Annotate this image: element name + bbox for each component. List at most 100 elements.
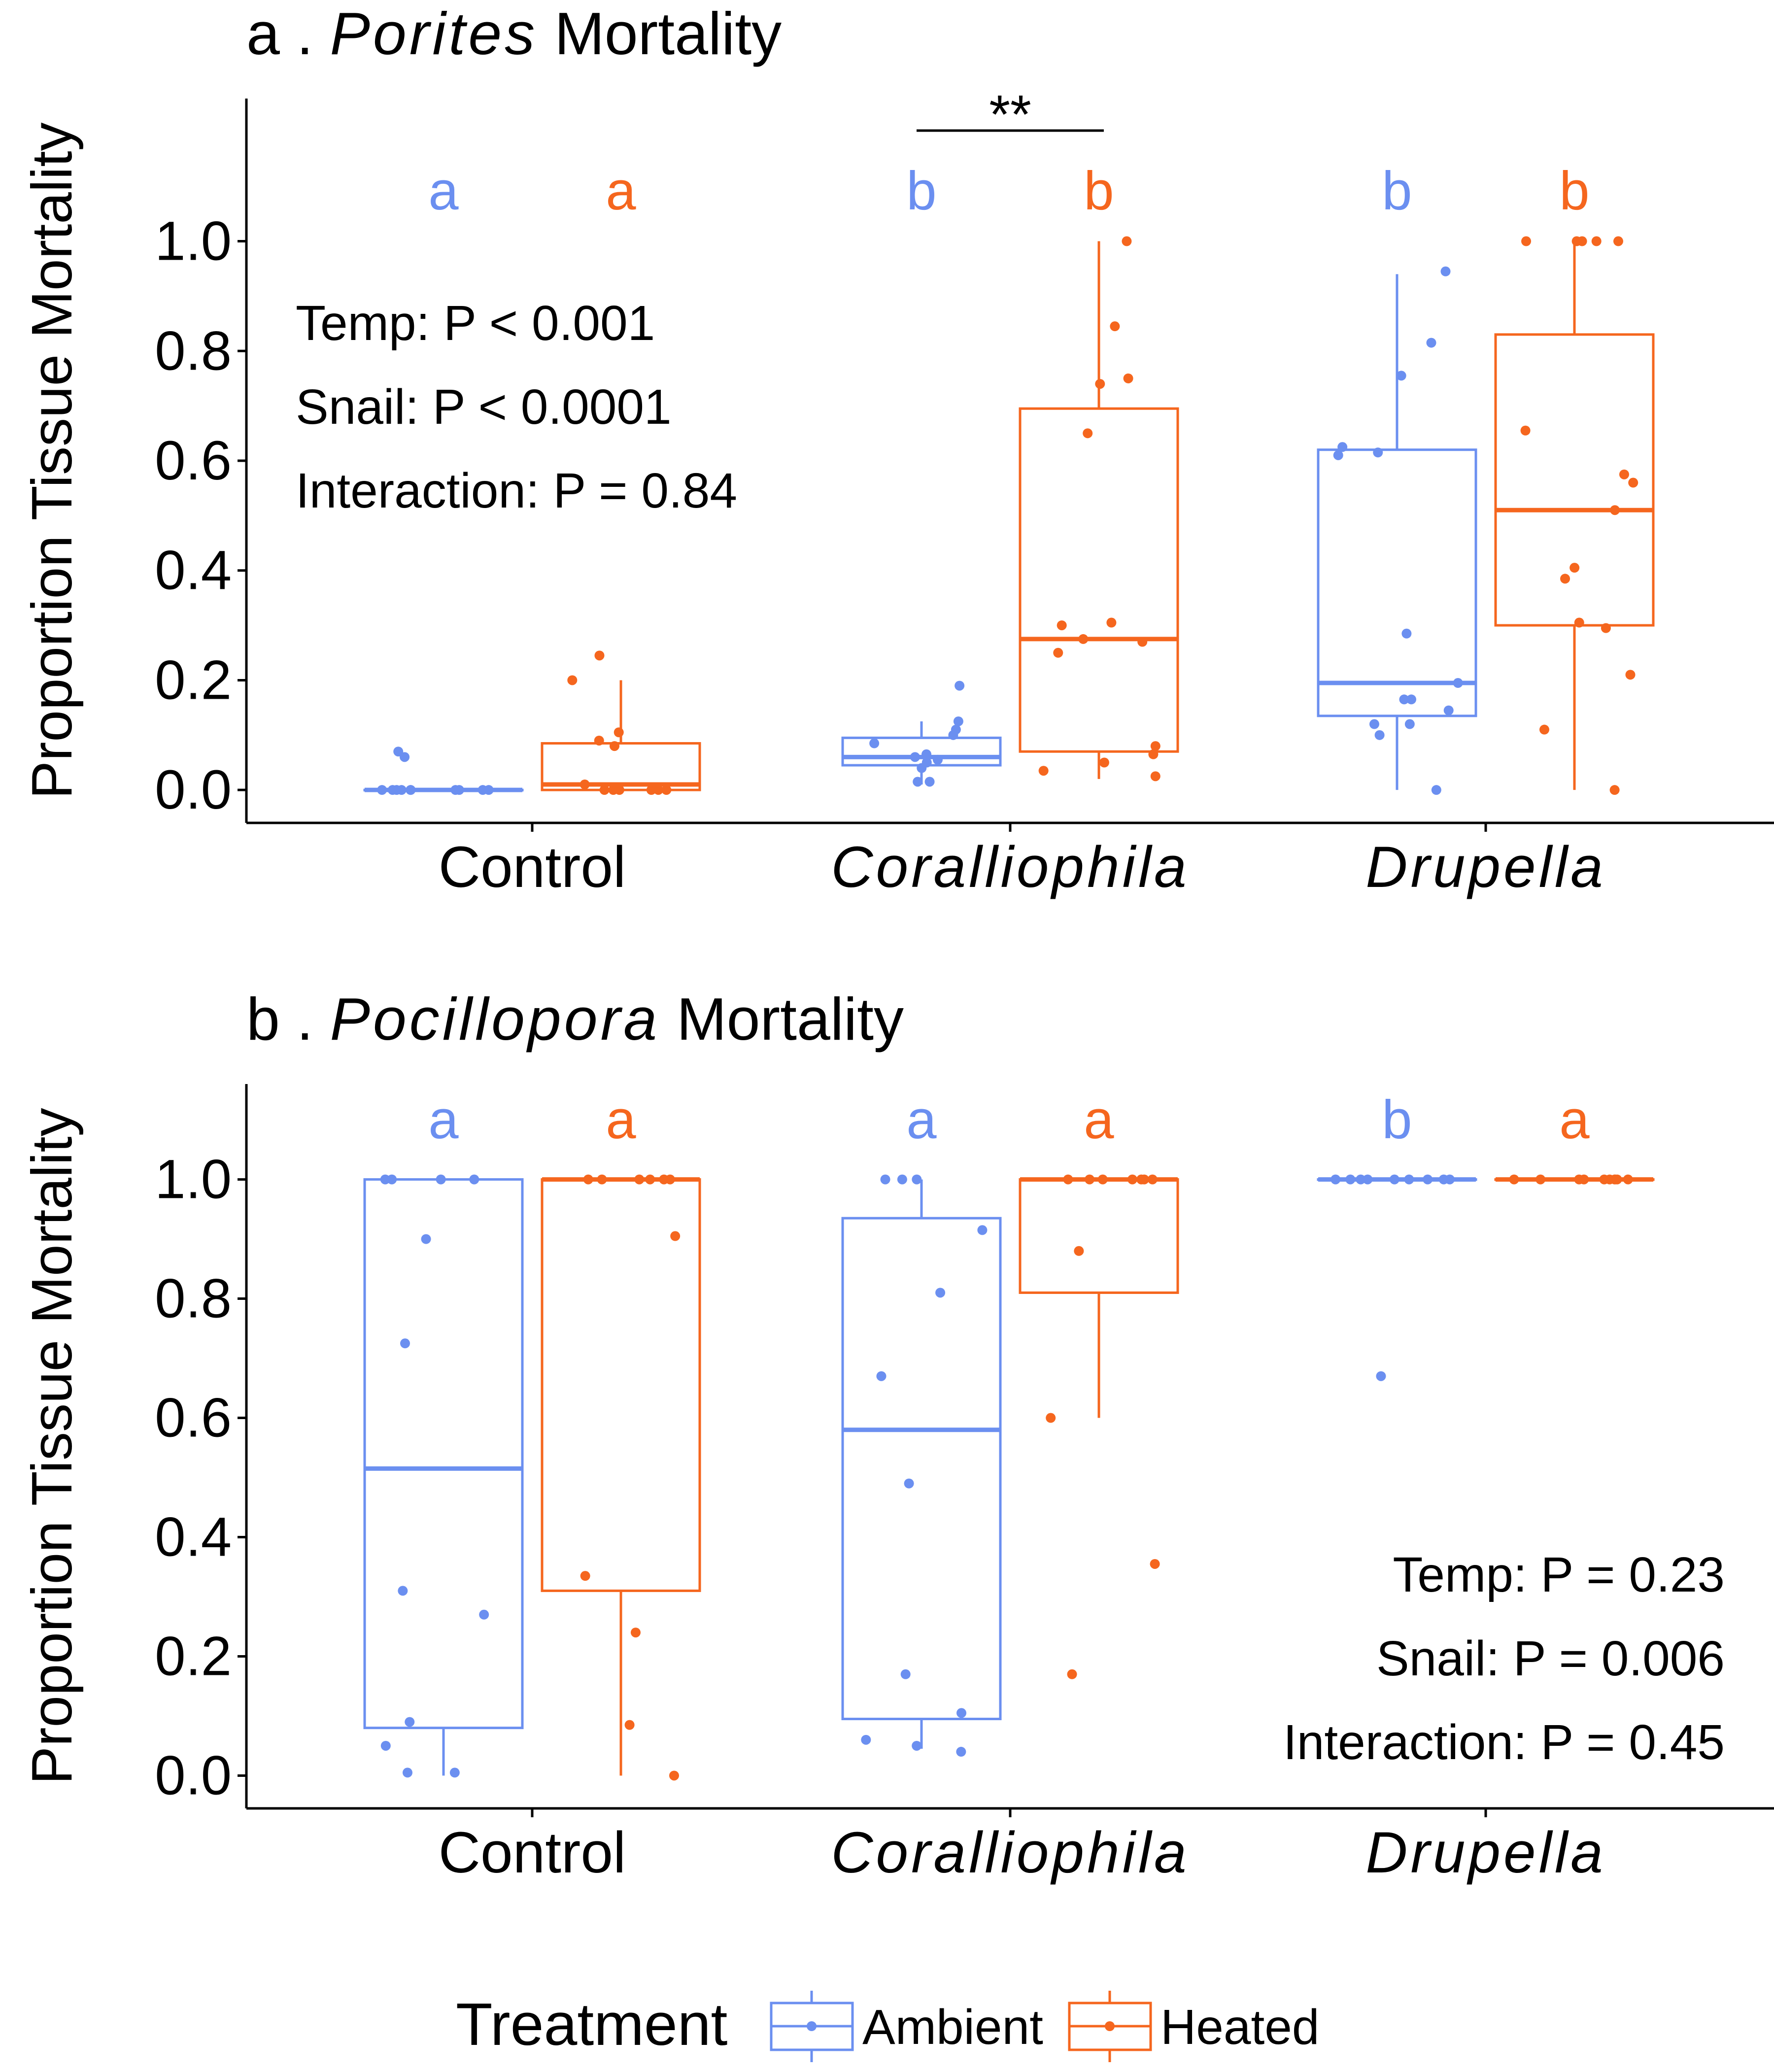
data-point [449,1767,460,1778]
data-point [1099,757,1109,768]
y-tick-label: 0.4 [155,1506,232,1568]
data-point [1625,670,1636,680]
data-point [594,735,604,746]
box-iqr [1019,407,1179,753]
data-point [645,1174,655,1185]
legend-key-heated [1068,1991,1152,2062]
significance-label: ** [989,84,1031,145]
data-point [1521,236,1532,246]
stat-line: Temp: P = 0.23 [1393,1547,1725,1602]
data-point [614,727,624,738]
box-iqr [1019,1178,1179,1294]
y-axis-label: Proportion Tissue Mortality [20,122,84,799]
data-point [380,1740,391,1751]
x-tick-label: Drupella [1365,1820,1605,1885]
data-point [594,650,605,661]
chart-title: b . Pocillopora Mortality [246,985,904,1053]
data-point [580,1571,590,1581]
data-point [1369,719,1379,729]
chart-title: a . Porites Mortality [246,0,782,67]
data-point [1443,705,1454,715]
data-point [1574,617,1584,628]
legend-key-ambient [770,1991,854,2062]
data-point [1509,1174,1519,1185]
data-point [1613,236,1623,246]
data-point [1337,442,1348,452]
y-tick-label: 0.8 [155,320,232,381]
data-point [921,749,932,759]
data-point [567,675,578,685]
box-control-ambient: a [363,1089,524,1778]
data-point [935,1288,946,1298]
y-tick-label: 1.0 [155,1149,232,1210]
data-point [932,754,943,765]
data-point [583,1174,593,1185]
data-point [917,763,927,773]
data-point [1577,236,1587,246]
data-point [400,752,410,762]
data-point [1046,1413,1056,1423]
data-point [454,785,464,795]
data-point [1399,694,1409,705]
box-iqr [841,736,1002,767]
data-point [1057,620,1067,631]
data-point [956,1747,966,1757]
data-point [1373,447,1383,458]
data-point [1063,1174,1073,1185]
data-point [1401,628,1412,639]
data-point [1619,469,1629,479]
data-point [1612,1174,1622,1185]
group-letter: b [1559,161,1589,221]
data-point [614,785,624,795]
data-point [953,716,963,726]
data-point [1610,505,1620,515]
data-point [1404,1174,1414,1185]
legend-key-point [807,2021,817,2031]
data-point [624,1720,635,1730]
data-point [1097,1174,1108,1185]
legend-label-ambient: Ambient [862,2000,1043,2055]
panel-a: a . Porites Mortality Proportion Tissue M… [20,0,1774,900]
data-point [1601,623,1611,633]
data-point [634,1174,645,1185]
data-point [1574,1174,1584,1185]
data-point [1345,1174,1356,1185]
data-point [599,785,610,795]
data-point [1083,428,1093,439]
data-point [1333,450,1343,460]
group-letter: a [906,1089,937,1150]
data-point [1038,766,1049,776]
data-point [580,780,590,790]
data-point [977,1225,988,1235]
data-point [1053,647,1063,658]
data-point [653,785,663,795]
data-point [387,1174,397,1185]
box-drupella-heated: a [1494,1089,1655,1185]
data-point [1426,338,1436,348]
data-point [1569,563,1580,573]
data-point [1539,724,1549,735]
stat-line: Snail: P = 0.006 [1376,1631,1725,1686]
data-point [1110,321,1120,332]
data-point [948,730,958,740]
data-point [1406,694,1416,705]
box-iqr [841,1217,1002,1721]
data-point [1376,1371,1386,1381]
box-coralliophila-heated: a [1019,1089,1179,1679]
data-point [1396,371,1406,381]
group-letter: b [1382,1089,1412,1150]
data-point [1085,1174,1095,1185]
data-point [1599,1174,1609,1185]
data-point [1067,1669,1077,1679]
stat-line: Temp: P < 0.001 [296,296,655,351]
data-point [1150,771,1160,781]
data-point [402,1767,412,1778]
data-point [665,1174,675,1185]
data-point [1078,634,1089,644]
x-tick-label: Coralliophila [831,835,1189,900]
box-drupella-ambient: b [1317,161,1477,795]
data-point [479,1609,489,1620]
y-tick-label: 0.6 [155,1387,232,1449]
data-point [900,1669,911,1679]
data-point [670,1231,681,1241]
